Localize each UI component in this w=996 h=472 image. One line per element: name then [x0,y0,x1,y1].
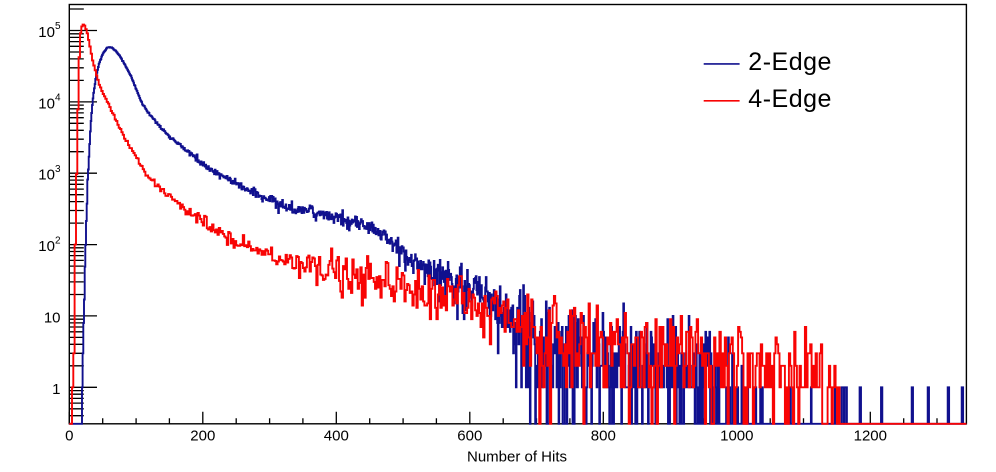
svg-text:0: 0 [65,427,73,444]
svg-text:1200: 1200 [854,427,887,444]
svg-text:800: 800 [591,427,616,444]
svg-text:2-Edge: 2-Edge [748,48,832,76]
svg-text:1: 1 [52,381,60,398]
svg-text:400: 400 [324,427,349,444]
svg-text:Number of Hits: Number of Hits [467,448,567,465]
svg-text:200: 200 [190,427,215,444]
svg-text:1000: 1000 [720,427,753,444]
svg-text:600: 600 [457,427,482,444]
svg-text:10: 10 [44,309,61,326]
svg-text:4-Edge: 4-Edge [748,85,832,113]
